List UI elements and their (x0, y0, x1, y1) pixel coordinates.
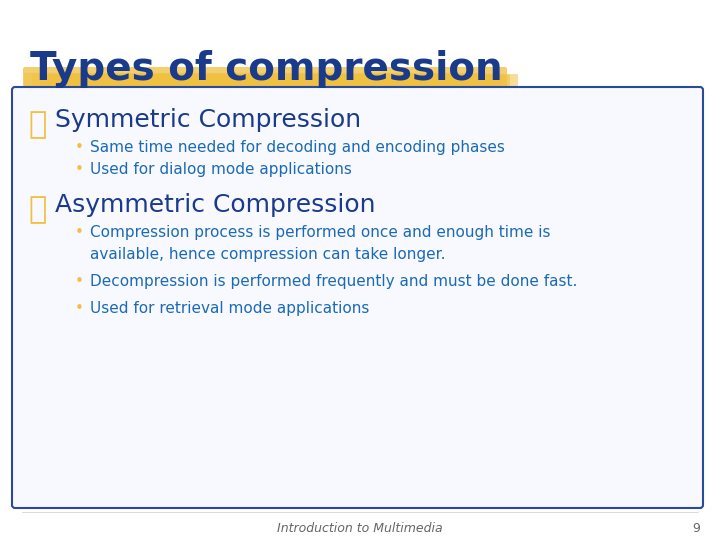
FancyBboxPatch shape (48, 72, 510, 89)
FancyBboxPatch shape (40, 73, 502, 89)
Text: Asymmetric Compression: Asymmetric Compression (55, 193, 376, 217)
FancyBboxPatch shape (12, 87, 703, 508)
Text: •: • (75, 301, 84, 316)
Text: Used for retrieval mode applications: Used for retrieval mode applications (90, 301, 369, 316)
Text: •: • (75, 140, 84, 155)
Text: •: • (75, 274, 84, 289)
Text: Decompression is performed frequently and must be done fast.: Decompression is performed frequently an… (90, 274, 577, 289)
Text: Introduction to Multimedia: Introduction to Multimedia (277, 522, 443, 535)
FancyBboxPatch shape (23, 67, 507, 89)
Text: 9: 9 (692, 522, 700, 535)
Text: Same time needed for decoding and encoding phases: Same time needed for decoding and encodi… (90, 140, 505, 155)
Text: Compression process is performed once and enough time is: Compression process is performed once an… (90, 225, 551, 240)
Text: available, hence compression can take longer.: available, hence compression can take lo… (90, 247, 446, 262)
Text: Used for dialog mode applications: Used for dialog mode applications (90, 162, 352, 177)
FancyBboxPatch shape (32, 74, 494, 90)
FancyBboxPatch shape (56, 76, 518, 92)
Text: Types of compression: Types of compression (30, 50, 503, 88)
FancyBboxPatch shape (24, 76, 486, 92)
Text: •: • (75, 225, 84, 240)
Text: ⺶: ⺶ (28, 195, 46, 224)
Text: Symmetric Compression: Symmetric Compression (55, 108, 361, 132)
Text: •: • (75, 162, 84, 177)
Text: ⺶: ⺶ (28, 110, 46, 139)
